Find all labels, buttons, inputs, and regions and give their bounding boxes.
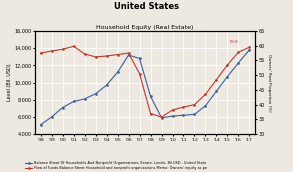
Y-axis label: Level (Bil. USD): Level (Bil. USD) bbox=[8, 64, 13, 101]
Text: 59.8: 59.8 bbox=[230, 40, 238, 44]
Legend: Balance Sheet Of Households And Nonprofit Organizations, Estate, Levels, Bil USD: Balance Sheet Of Households And Nonprofi… bbox=[25, 161, 207, 170]
Y-axis label: Owners' Real Proportion (%): Owners' Real Proportion (%) bbox=[267, 54, 271, 111]
Text: United States: United States bbox=[114, 2, 179, 11]
Title: Household Equity (Real Estate): Household Equity (Real Estate) bbox=[96, 25, 194, 30]
